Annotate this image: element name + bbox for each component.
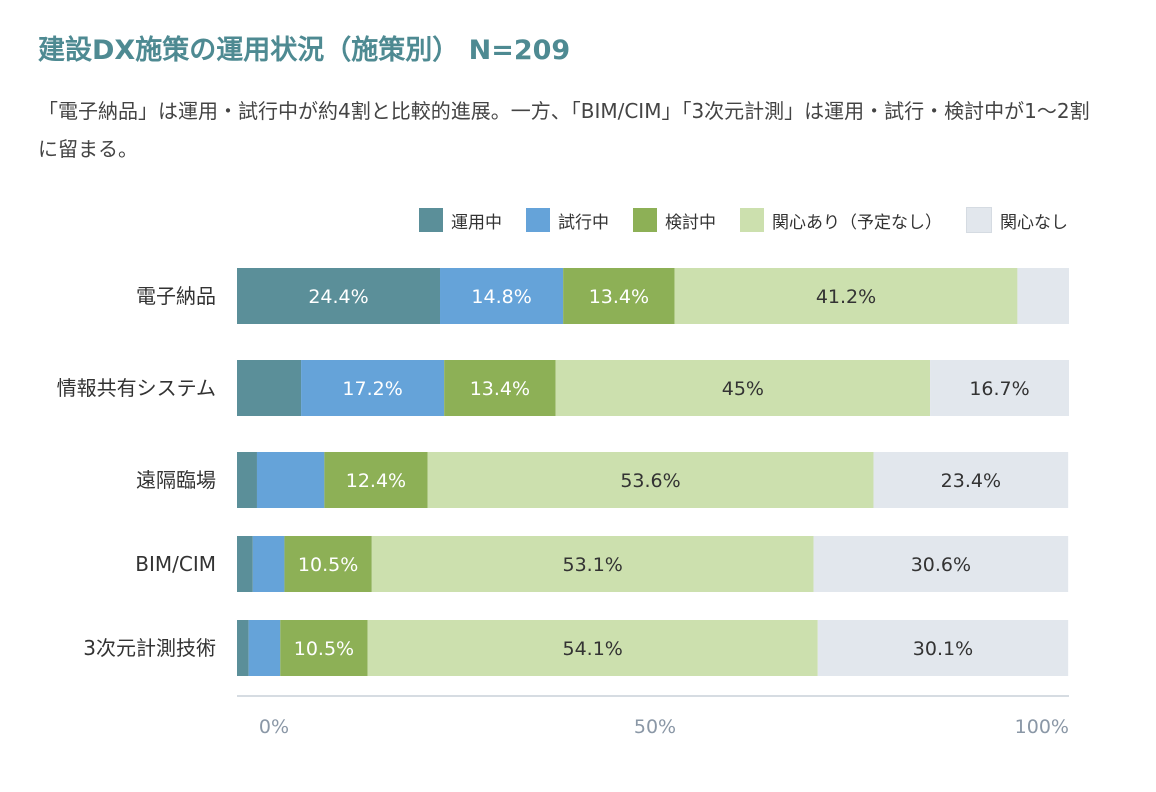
category-label: 3次元計測技術 (83, 636, 216, 660)
legend-label: 関心なし (1000, 212, 1068, 233)
category-label: 遠隔臨場 (136, 468, 216, 492)
data-label: 30.6% (911, 554, 971, 576)
category-label: 電子納品 (136, 284, 216, 308)
category-label: BIM/CIM (135, 552, 216, 576)
bar-segment (237, 620, 249, 676)
bar-segment (284, 536, 372, 592)
legend-label: 関心あり（予定なし） (772, 212, 942, 233)
legend-label: 運用中 (451, 212, 502, 233)
bar-segment (444, 360, 556, 416)
legend-swatch (633, 208, 657, 232)
bar-segment (1017, 268, 1069, 324)
legend: 運用中 試行中 検討中 関心あり（予定なし） 関心なし (419, 207, 1068, 233)
data-label: 45% (722, 378, 764, 400)
bar-segment (555, 360, 931, 416)
data-label: 23.4% (941, 470, 1001, 492)
data-label: 12.4% (346, 470, 406, 492)
bar-segment (563, 268, 675, 324)
legend-swatch (966, 207, 992, 233)
data-label: 24.4% (308, 286, 368, 308)
legend-item: 関心あり（予定なし） (740, 207, 942, 233)
data-label: 30.1% (913, 638, 973, 660)
legend-label: 試行中 (558, 212, 609, 233)
legend-item: 試行中 (526, 207, 609, 233)
data-label: 10.5% (294, 638, 354, 660)
bar-segment (440, 268, 564, 324)
data-label: 53.6% (620, 470, 680, 492)
legend-item: 運用中 (419, 207, 502, 233)
bar-segment (371, 536, 814, 592)
legend-label: 検討中 (665, 212, 716, 233)
bar-segment (237, 268, 441, 324)
legend-item: 検討中 (633, 207, 716, 233)
data-label: 17.2% (342, 378, 402, 400)
data-label: 54.1% (563, 638, 623, 660)
bar-segment (248, 620, 281, 676)
chart-title: 建設DX施策の運用状況（施策別） N=209 (38, 35, 571, 66)
bar-segment (324, 452, 428, 508)
chart-subtitle: 「電子納品」は運用・試行中が約4割と比較的進展。一方、「BIM/CIM」「3次元… (38, 99, 1090, 161)
bar-segment (427, 452, 874, 508)
data-label: 13.4% (470, 378, 530, 400)
x-tick-label: 0% (259, 716, 289, 738)
bar-segment (873, 452, 1069, 508)
bar-segment (367, 620, 818, 676)
x-tick-label: 100% (1015, 716, 1069, 738)
bar-segment (817, 620, 1069, 676)
bar-segment (237, 536, 253, 592)
bar-segment (674, 268, 1018, 324)
category-label: 情報共有システム (56, 376, 216, 400)
legend-swatch (526, 208, 550, 232)
legend-item: 関心なし (966, 207, 1068, 233)
data-label: 53.1% (563, 554, 623, 576)
data-label: 13.4% (589, 286, 649, 308)
legend-swatch (740, 208, 764, 232)
bar-segment (252, 536, 285, 592)
bar-segment (256, 452, 325, 508)
bar-segment (301, 360, 445, 416)
bar-segment (813, 536, 1069, 592)
x-tick-label: 50% (634, 716, 676, 738)
bar-segment (237, 452, 257, 508)
data-label: 41.2% (816, 286, 876, 308)
bar-segment (930, 360, 1069, 416)
bar-segment (237, 360, 302, 416)
data-label: 14.8% (471, 286, 531, 308)
data-label: 16.7% (969, 378, 1029, 400)
legend-swatch (419, 208, 443, 232)
data-label: 10.5% (298, 554, 358, 576)
bar-segment (280, 620, 368, 676)
